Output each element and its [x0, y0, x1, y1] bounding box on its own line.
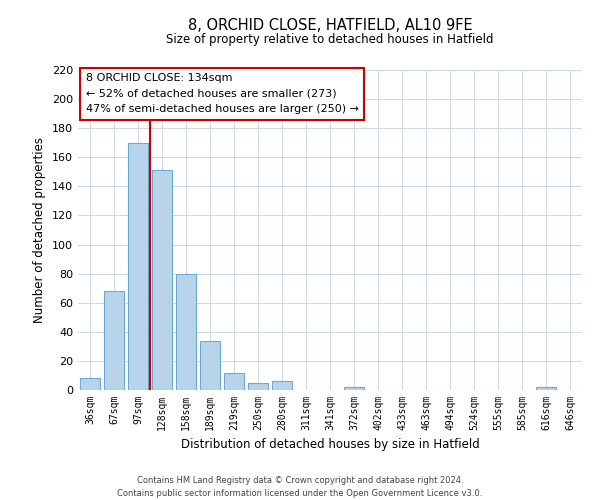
- Bar: [176, 274, 196, 390]
- Bar: [344, 387, 364, 390]
- Bar: [152, 170, 172, 390]
- Y-axis label: Number of detached properties: Number of detached properties: [34, 137, 46, 323]
- Bar: [224, 372, 244, 390]
- Bar: [200, 340, 220, 390]
- Text: Size of property relative to detached houses in Hatfield: Size of property relative to detached ho…: [166, 32, 494, 46]
- Text: 8, ORCHID CLOSE, HATFIELD, AL10 9FE: 8, ORCHID CLOSE, HATFIELD, AL10 9FE: [188, 18, 472, 32]
- Bar: [128, 142, 148, 390]
- Text: 8 ORCHID CLOSE: 134sqm
← 52% of detached houses are smaller (273)
47% of semi-de: 8 ORCHID CLOSE: 134sqm ← 52% of detached…: [86, 73, 359, 114]
- Bar: [536, 387, 556, 390]
- Text: Contains HM Land Registry data © Crown copyright and database right 2024.
Contai: Contains HM Land Registry data © Crown c…: [118, 476, 482, 498]
- Bar: [272, 382, 292, 390]
- Bar: [248, 382, 268, 390]
- Bar: [104, 291, 124, 390]
- Bar: [80, 378, 100, 390]
- X-axis label: Distribution of detached houses by size in Hatfield: Distribution of detached houses by size …: [181, 438, 479, 452]
